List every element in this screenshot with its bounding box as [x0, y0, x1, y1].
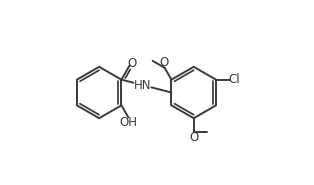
Text: O: O [127, 57, 137, 70]
Text: O: O [189, 131, 198, 144]
Text: Cl: Cl [228, 73, 240, 86]
Text: O: O [159, 56, 168, 69]
Text: HN: HN [134, 79, 151, 92]
Text: OH: OH [120, 116, 138, 129]
